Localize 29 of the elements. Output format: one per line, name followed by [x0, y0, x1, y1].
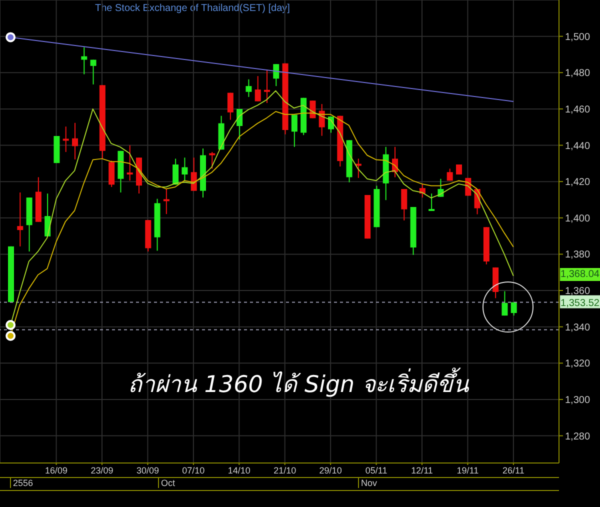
y-tick-label: 1,280: [565, 431, 590, 442]
y-tick-label: 1,340: [565, 322, 590, 334]
x-tick-label: 14/10: [228, 465, 250, 476]
y-tick-label: 1,360: [565, 286, 590, 298]
x-tick-label: 05/11: [365, 465, 388, 476]
y-tick-label: 1,440: [565, 140, 590, 152]
x-tick-label: 16/09: [45, 465, 68, 476]
x-tick-label: 12/11: [411, 465, 433, 476]
x-tick-label: 29/10: [319, 465, 342, 476]
x-tick-label: 26/11: [502, 465, 524, 476]
text: Oct: [158, 478, 176, 488]
x-tick-label: 21/10: [274, 465, 296, 476]
x-tick-label: 19/11: [456, 465, 479, 476]
y-tick-label: 1,420: [565, 177, 590, 188]
y-tick-label: 1,400: [565, 213, 590, 224]
y-tick-label: 1,460: [565, 104, 590, 116]
annotation: ถ้าผ่าน 1360 ได้ Sign จะเริ่มดีขึ้น: [128, 366, 469, 400]
y-tick-label: 1,300: [565, 395, 590, 406]
x-tick-label: 30/09: [136, 465, 159, 476]
text: 1,368.04: [560, 268, 600, 281]
text: Nov: [358, 478, 378, 488]
y-tick-label: 1,480: [565, 68, 590, 80]
ref-line-label: 1,353.52: [560, 298, 600, 309]
y-tick-label: 1,320: [565, 358, 590, 370]
y-tick-label: 1,500: [565, 32, 590, 43]
x-tick-label: 23/09: [90, 465, 114, 476]
text: 2556: [10, 478, 34, 488]
x-tick-label: 07/10: [182, 465, 205, 476]
y-tick-label: 1,380: [565, 250, 590, 261]
